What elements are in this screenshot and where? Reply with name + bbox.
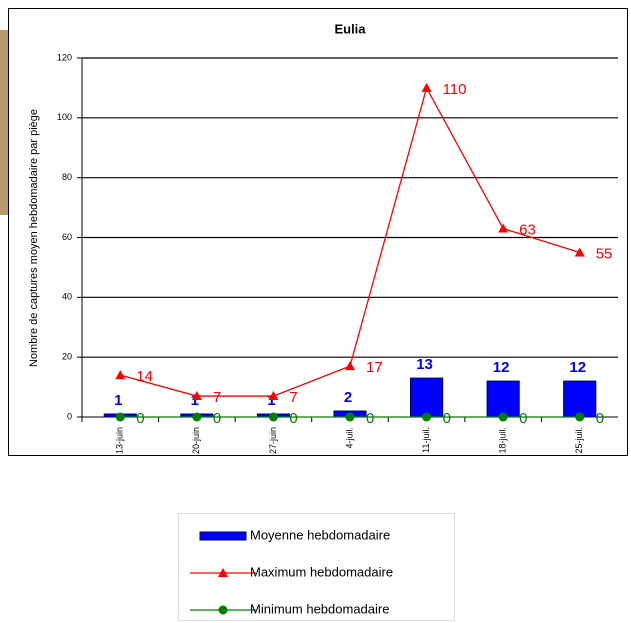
x-tick-label: 20-juin bbox=[191, 427, 201, 454]
x-tick-label: 4-juil. bbox=[344, 427, 354, 449]
bar bbox=[486, 380, 520, 418]
y-tick-label: 0 bbox=[67, 411, 72, 421]
x-tick-label: 27-juin bbox=[268, 427, 278, 454]
line-value-label: 17 bbox=[366, 359, 383, 376]
x-tick-label: 11-juil. bbox=[421, 427, 431, 453]
marker bbox=[192, 412, 202, 422]
legend-frame bbox=[178, 513, 455, 621]
marker bbox=[268, 412, 278, 422]
bar-value-label: 1 bbox=[114, 392, 122, 409]
line-value-label: 14 bbox=[136, 368, 153, 385]
line-value-label: 0 bbox=[443, 410, 451, 427]
line-value-label: 0 bbox=[136, 410, 144, 427]
x-tick-label: 25-juil. bbox=[574, 427, 584, 454]
marker bbox=[268, 391, 279, 401]
y-tick-label: 60 bbox=[62, 232, 72, 242]
y-tick-label: 120 bbox=[57, 52, 72, 62]
bar-value-label: 1 bbox=[191, 392, 199, 409]
marker bbox=[575, 412, 585, 422]
marker bbox=[421, 82, 432, 92]
x-tick-label: 13-juin bbox=[115, 427, 125, 454]
bar-value-label: 12 bbox=[569, 359, 586, 376]
marker bbox=[218, 568, 228, 577]
line-value-label: 7 bbox=[213, 389, 221, 406]
y-tick-label: 80 bbox=[62, 172, 72, 182]
marker bbox=[422, 412, 432, 422]
line-value-label: 55 bbox=[596, 245, 613, 262]
bar bbox=[409, 377, 444, 418]
line-value-label: 0 bbox=[366, 410, 374, 427]
legend-label: Minimum hebdomadaire bbox=[250, 601, 389, 616]
marker bbox=[191, 391, 202, 401]
bar-value-label: 1 bbox=[267, 392, 275, 409]
y-tick-label: 20 bbox=[62, 352, 72, 362]
bar-value-label: 2 bbox=[344, 389, 352, 406]
photo-fragment bbox=[0, 30, 8, 215]
line-value-label: 0 bbox=[519, 410, 527, 427]
bar-value-label: 13 bbox=[416, 356, 433, 373]
line-value-label: 63 bbox=[519, 221, 536, 238]
marker bbox=[345, 412, 355, 422]
marker bbox=[345, 361, 355, 371]
line-value-label: 0 bbox=[596, 410, 604, 427]
marker bbox=[115, 412, 125, 422]
line-value-label: 0 bbox=[289, 410, 297, 427]
line-value-label: 110 bbox=[443, 81, 467, 98]
x-tick-label: 18-juil. bbox=[498, 427, 508, 454]
chart-frame bbox=[8, 8, 628, 456]
y-tick-label: 40 bbox=[62, 292, 72, 302]
marker bbox=[218, 605, 228, 615]
marker bbox=[498, 223, 509, 233]
marker bbox=[574, 247, 585, 257]
line-value-label: 0 bbox=[213, 410, 221, 427]
bar bbox=[563, 380, 597, 418]
marker bbox=[115, 370, 126, 380]
legend-swatch bbox=[199, 531, 247, 541]
bar-value-label: 12 bbox=[493, 359, 510, 376]
legend-label: Moyenne hebdomadaire bbox=[250, 527, 390, 542]
chart-title: Eulia bbox=[334, 21, 366, 36]
y-axis-label: Nombre de captures moyen hebdomadaire pa… bbox=[28, 109, 40, 367]
legend-label: Maximum hebdomadaire bbox=[250, 564, 393, 579]
line-value-label: 7 bbox=[289, 389, 297, 406]
y-tick-label: 100 bbox=[57, 112, 72, 122]
marker bbox=[498, 412, 508, 422]
